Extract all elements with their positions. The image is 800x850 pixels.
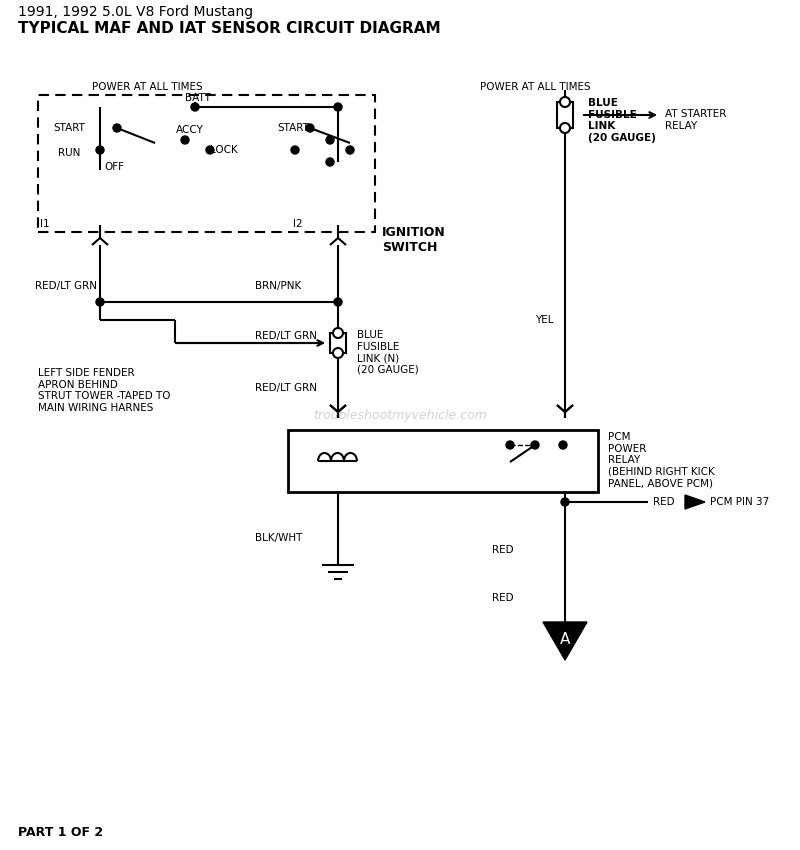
Text: TYPICAL MAF AND IAT SENSOR CIRCUIT DIAGRAM: TYPICAL MAF AND IAT SENSOR CIRCUIT DIAGR…: [18, 20, 441, 36]
Text: POWER AT ALL TIMES: POWER AT ALL TIMES: [92, 82, 202, 92]
Bar: [330, 333, 346, 353]
Text: POWER AT ALL TIMES: POWER AT ALL TIMES: [480, 82, 590, 92]
Text: RED/LT GRN: RED/LT GRN: [35, 281, 97, 291]
Circle shape: [291, 146, 299, 154]
Text: 1991, 1992 5.0L V8 Ford Mustang: 1991, 1992 5.0L V8 Ford Mustang: [18, 5, 253, 19]
Text: BLK/WHT: BLK/WHT: [255, 533, 302, 543]
Text: BLUE
FUSIBLE
LINK (N)
(20 GAUGE): BLUE FUSIBLE LINK (N) (20 GAUGE): [357, 330, 418, 375]
Text: RUN: RUN: [58, 148, 80, 158]
Text: troubleshootmyvehicle.com: troubleshootmyvehicle.com: [313, 409, 487, 422]
Bar: [557, 102, 573, 128]
Polygon shape: [685, 495, 705, 509]
Text: RED/LT GRN: RED/LT GRN: [255, 383, 317, 393]
Text: RED: RED: [492, 545, 514, 555]
Circle shape: [334, 103, 342, 111]
Circle shape: [506, 441, 514, 449]
Circle shape: [326, 158, 334, 166]
Text: I2: I2: [293, 219, 302, 229]
Circle shape: [181, 136, 189, 144]
Circle shape: [560, 123, 570, 133]
Text: RED: RED: [653, 497, 674, 507]
Text: ACCY: ACCY: [176, 125, 204, 135]
Circle shape: [96, 298, 104, 306]
Circle shape: [559, 441, 567, 449]
Circle shape: [326, 136, 334, 144]
Text: BLUE
FUSIBLE
LINK
(20 GAUGE): BLUE FUSIBLE LINK (20 GAUGE): [588, 98, 656, 143]
Text: BRN/PNK: BRN/PNK: [255, 281, 302, 291]
Bar: [38, 95, 375, 232]
Circle shape: [346, 146, 354, 154]
Bar: [288, 430, 598, 492]
Text: RED/LT GRN: RED/LT GRN: [255, 331, 317, 341]
Text: RED: RED: [492, 593, 514, 603]
Text: LOCK: LOCK: [210, 145, 238, 155]
Polygon shape: [543, 622, 587, 660]
Text: LEFT SIDE FENDER
APRON BEHIND
STRUT TOWER -TAPED TO
MAIN WIRING HARNES: LEFT SIDE FENDER APRON BEHIND STRUT TOWE…: [38, 368, 170, 413]
Text: A: A: [560, 632, 570, 648]
Text: IGNITION
SWITCH: IGNITION SWITCH: [382, 226, 446, 254]
Text: I1: I1: [40, 219, 50, 229]
Circle shape: [531, 441, 539, 449]
Text: START: START: [277, 123, 309, 133]
Text: BATT: BATT: [185, 93, 211, 103]
Circle shape: [333, 328, 343, 338]
Circle shape: [560, 97, 570, 107]
Text: AT STARTER
RELAY: AT STARTER RELAY: [665, 109, 726, 131]
Circle shape: [206, 146, 214, 154]
Text: START: START: [53, 123, 85, 133]
Text: PCM
POWER
RELAY
(BEHIND RIGHT KICK
PANEL, ABOVE PCM): PCM POWER RELAY (BEHIND RIGHT KICK PANEL…: [608, 432, 714, 489]
Circle shape: [96, 146, 104, 154]
Text: PART 1 OF 2: PART 1 OF 2: [18, 825, 103, 838]
Text: PCM PIN 37: PCM PIN 37: [710, 497, 770, 507]
Text: YEL: YEL: [535, 315, 554, 325]
Text: OFF: OFF: [104, 162, 124, 172]
Circle shape: [113, 124, 121, 132]
Circle shape: [561, 498, 569, 506]
Circle shape: [333, 348, 343, 358]
Circle shape: [334, 298, 342, 306]
Circle shape: [191, 103, 199, 111]
Circle shape: [306, 124, 314, 132]
